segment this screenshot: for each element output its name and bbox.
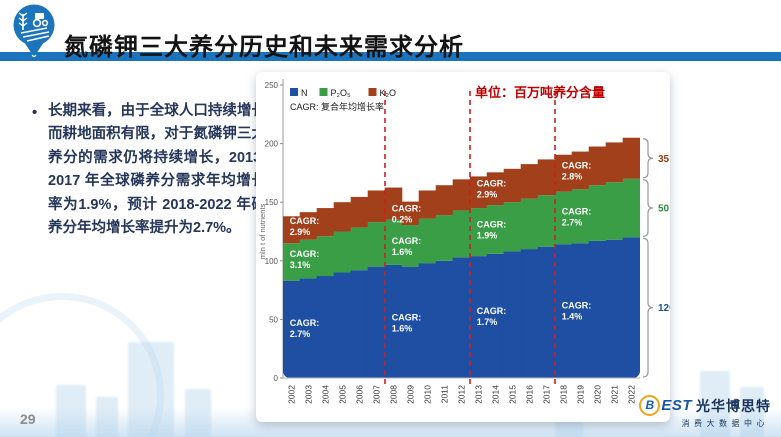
brand-subtitle-text: 消费大数据中心 xyxy=(681,419,769,428)
svg-text:2015: 2015 xyxy=(508,385,518,404)
svg-text:1.6%: 1.6% xyxy=(392,323,413,333)
svg-text:CAGR:: CAGR: xyxy=(290,216,320,226)
summary-note: • 长期来看，由于全球人口持续增长而耕地面积有限，对于氮磷钾三大养分的需求仍将持… xyxy=(32,100,266,241)
svg-text:2014: 2014 xyxy=(491,385,501,404)
svg-text:2002: 2002 xyxy=(287,385,297,404)
svg-text:50: 50 xyxy=(269,315,278,324)
svg-text:0: 0 xyxy=(274,374,279,383)
svg-text:CAGR:: CAGR: xyxy=(477,219,507,229)
svg-text:2006: 2006 xyxy=(355,385,365,404)
svg-text:2020: 2020 xyxy=(593,385,603,404)
page-number: 29 xyxy=(20,411,36,427)
svg-text:2005: 2005 xyxy=(338,385,348,404)
watermark-building xyxy=(96,397,118,437)
svg-text:CAGR:: CAGR: xyxy=(290,318,320,328)
svg-text:120: 120 xyxy=(658,303,670,314)
svg-text:2010: 2010 xyxy=(423,385,433,404)
svg-text:2022: 2022 xyxy=(627,385,637,404)
svg-text:CAGR:: CAGR: xyxy=(392,236,422,246)
svg-text:2021: 2021 xyxy=(610,385,620,404)
title-divider-bar xyxy=(0,52,781,61)
svg-text:250: 250 xyxy=(265,81,279,90)
svg-text:2003: 2003 xyxy=(304,385,314,404)
svg-text:2018: 2018 xyxy=(559,385,569,404)
brand-footer: B EST 光华博思特 消费大数据中心 xyxy=(639,395,771,429)
svg-text:CAGR:: CAGR: xyxy=(290,249,320,259)
svg-text:35: 35 xyxy=(658,154,670,165)
svg-text:单位：百万吨养分含量: 单位：百万吨养分含量 xyxy=(475,85,605,100)
svg-text:K₂O: K₂O xyxy=(380,88,397,98)
svg-text:2013: 2013 xyxy=(474,385,484,404)
svg-text:2019: 2019 xyxy=(576,385,586,404)
svg-text:1.9%: 1.9% xyxy=(477,230,498,240)
watermark-building xyxy=(185,389,211,437)
svg-text:1.6%: 1.6% xyxy=(392,247,413,257)
svg-text:P₂O₅: P₂O₅ xyxy=(331,88,351,98)
svg-text:CAGR:: CAGR: xyxy=(392,312,422,322)
svg-text:2012: 2012 xyxy=(457,385,467,404)
brand-b-icon: B xyxy=(639,395,661,416)
summary-text: 长期来看，由于全球人口持续增长而耕地面积有限，对于氮磷钾三大养分的需求仍将持续增… xyxy=(48,103,266,237)
svg-text:0.2%: 0.2% xyxy=(392,214,413,224)
svg-text:CAGR:: CAGR: xyxy=(562,160,592,170)
svg-text:CAGR:: CAGR: xyxy=(562,301,592,311)
svg-text:50: 50 xyxy=(658,204,670,215)
svg-text:2016: 2016 xyxy=(525,385,535,404)
brand-est-text: EST xyxy=(661,397,692,414)
svg-text:CAGR: 复合年均增长率: CAGR: 复合年均增长率 xyxy=(290,101,384,112)
stacked-bar-chart: 0 50 100 150 200 250 mln t of nutrients 2002 200… xyxy=(258,79,670,404)
svg-text:2.9%: 2.9% xyxy=(477,190,498,200)
svg-text:CAGR:: CAGR: xyxy=(477,179,507,189)
svg-text:2004: 2004 xyxy=(321,385,331,404)
svg-text:mln t of nutrients: mln t of nutrients xyxy=(258,204,267,260)
svg-text:CAGR:: CAGR: xyxy=(562,206,592,216)
svg-text:3.1%: 3.1% xyxy=(290,260,311,270)
brand-pin-icon xyxy=(13,4,55,58)
bullet-icon: • xyxy=(32,104,38,121)
brand-name-text: 光华博思特 xyxy=(696,397,771,414)
svg-text:2.7%: 2.7% xyxy=(562,217,583,227)
svg-text:2017: 2017 xyxy=(542,385,552,404)
svg-text:CAGR:: CAGR: xyxy=(477,306,507,316)
svg-text:2.8%: 2.8% xyxy=(562,171,583,181)
svg-text:2.7%: 2.7% xyxy=(290,329,311,339)
header: 氮磷钾三大养分历史和未来需求分析 xyxy=(0,0,781,61)
svg-text:2009: 2009 xyxy=(406,385,416,404)
svg-text:200: 200 xyxy=(265,140,279,149)
svg-text:100: 100 xyxy=(265,257,279,266)
watermark-building xyxy=(128,342,174,437)
svg-text:1.7%: 1.7% xyxy=(477,317,498,327)
svg-text:CAGR:: CAGR: xyxy=(392,203,422,213)
svg-text:2.9%: 2.9% xyxy=(290,227,311,237)
svg-text:2011: 2011 xyxy=(440,385,450,404)
svg-text:150: 150 xyxy=(265,198,279,207)
svg-text:2007: 2007 xyxy=(372,385,382,404)
svg-text:2008: 2008 xyxy=(389,385,399,404)
chart-card: 0 50 100 150 200 250 mln t of nutrients 2002 200… xyxy=(256,72,670,422)
svg-text:1.4%: 1.4% xyxy=(562,312,583,322)
watermark-building xyxy=(56,385,86,437)
page-title: 氮磷钾三大养分历史和未来需求分析 xyxy=(64,34,464,62)
svg-text:N: N xyxy=(301,88,308,98)
